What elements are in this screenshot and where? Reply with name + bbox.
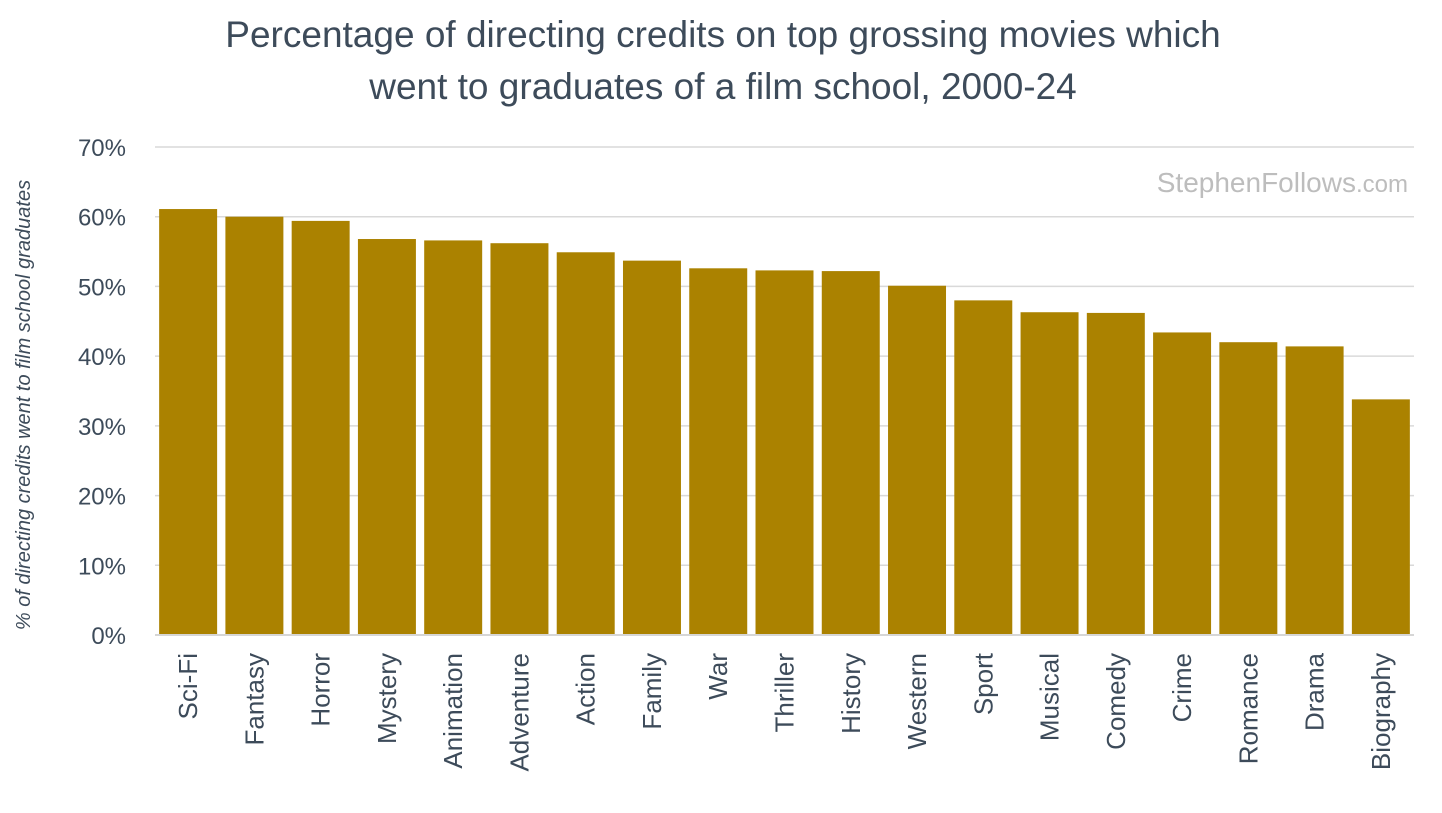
bar-musical xyxy=(1020,312,1079,635)
watermark-suffix: .com xyxy=(1356,171,1408,198)
x-category-label: Mystery xyxy=(372,653,402,744)
bar-animation xyxy=(424,240,483,635)
bar-fantasy xyxy=(225,216,284,635)
bar-biography xyxy=(1351,399,1410,635)
bar-family xyxy=(622,260,681,635)
bar-action xyxy=(556,252,615,636)
bar-war xyxy=(689,268,748,635)
watermark-main: StephenFollows xyxy=(1157,167,1356,198)
x-category-label: War xyxy=(703,653,733,700)
y-tick-label: 30% xyxy=(78,414,126,441)
x-category-label: Fantasy xyxy=(239,653,269,746)
bar-adventure xyxy=(490,243,549,635)
y-tick-label: 70% xyxy=(78,135,126,162)
bar-horror xyxy=(291,220,350,635)
x-category-label: Thriller xyxy=(770,653,800,733)
x-category-label: Family xyxy=(637,653,667,730)
x-category-label: History xyxy=(836,653,866,734)
y-tick-label: 10% xyxy=(78,553,126,580)
x-axis-category-labels: Sci-Fi Fantasy Horror Mystery Animation Adven… xyxy=(173,652,1396,771)
y-tick-label: 50% xyxy=(78,274,126,301)
chart-title-line-2: went to graduates of a film school, 2000… xyxy=(368,66,1077,107)
y-tick-label: 60% xyxy=(78,205,126,232)
bar-western xyxy=(888,285,947,635)
x-category-label: Animation xyxy=(438,653,468,769)
y-tick-label: 40% xyxy=(78,344,126,371)
watermark: StephenFollows.com xyxy=(1157,167,1408,198)
x-category-label: Horror xyxy=(306,653,336,727)
x-category-label: Musical xyxy=(1035,653,1065,741)
chart-title: Percentage of directing credits on top g… xyxy=(225,14,1220,107)
y-tick-label: 0% xyxy=(91,623,126,650)
bar-romance xyxy=(1219,342,1278,635)
bars xyxy=(159,209,1410,636)
bar-sport xyxy=(954,300,1013,635)
x-category-label: Drama xyxy=(1300,652,1330,731)
x-category-label: Biography xyxy=(1366,653,1396,770)
bar-thriller xyxy=(755,270,814,635)
x-category-label: Comedy xyxy=(1101,653,1131,750)
bar-comedy xyxy=(1086,312,1145,635)
bar-sci-fi xyxy=(159,209,218,635)
y-axis-tick-labels: 0% 10% 20% 30% 40% 50% 60% 70% xyxy=(78,135,126,650)
x-category-label: Romance xyxy=(1233,653,1263,764)
x-category-label: Sci-Fi xyxy=(173,653,203,719)
x-category-label: Sport xyxy=(968,652,998,715)
x-category-label: Western xyxy=(902,653,932,749)
y-axis-label: % of directing credits went to film scho… xyxy=(13,180,35,630)
x-category-label: Action xyxy=(571,653,601,725)
bar-drama xyxy=(1285,346,1344,635)
bar-history xyxy=(821,271,880,635)
bar-mystery xyxy=(357,239,416,635)
x-category-label: Adventure xyxy=(504,653,534,772)
bar-crime xyxy=(1153,332,1212,635)
x-category-label: Crime xyxy=(1167,653,1197,722)
chart-title-line-1: Percentage of directing credits on top g… xyxy=(225,14,1220,55)
y-tick-label: 20% xyxy=(78,484,126,511)
